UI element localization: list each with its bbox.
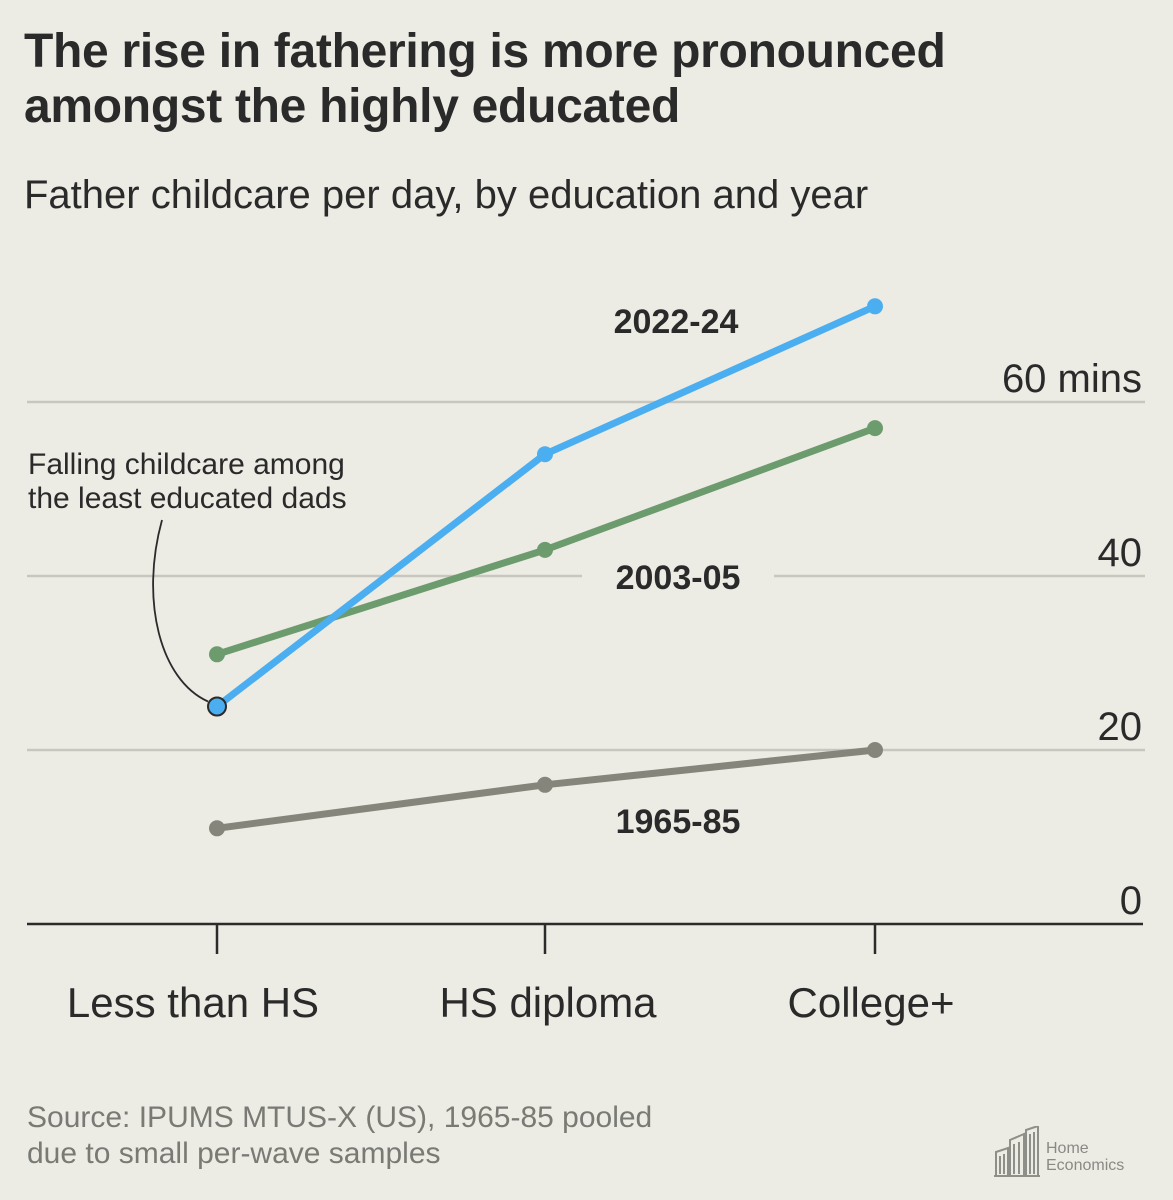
data-point — [537, 541, 553, 558]
building-logo-icon — [994, 1126, 1040, 1177]
x-tick-label: HS diploma — [439, 979, 657, 1026]
x-axis — [27, 922, 1143, 954]
data-point — [537, 446, 553, 463]
data-point — [537, 776, 553, 793]
annotation-text: Falling childcare among — [28, 448, 345, 481]
logo-line-1: Home — [1046, 1140, 1089, 1157]
data-point — [867, 420, 883, 437]
series-label: 2022-24 — [614, 303, 739, 341]
source-line-1: Source: IPUMS MTUS-X (US), 1965-85 poole… — [27, 1101, 653, 1134]
data-point — [209, 820, 225, 837]
data-point — [209, 646, 225, 663]
logo-wordmark: Home Economics — [1046, 1140, 1124, 1174]
y-tick-label: 60 mins — [1002, 357, 1142, 401]
source-line-2: due to small per-wave samples — [27, 1137, 441, 1170]
series-label: 1965-85 — [616, 803, 741, 841]
x-tick-label: College+ — [788, 979, 955, 1026]
data-point — [207, 696, 227, 717]
series-label: 2003-05 — [616, 559, 741, 597]
labels: 0 20 40 60 mins Less than HS HS diploma Colleg… — [67, 303, 1142, 1026]
y-tick-label: 0 — [1120, 879, 1142, 923]
data-point — [867, 742, 883, 758]
series-lines — [207, 298, 883, 837]
logo-line-2: Economics — [1046, 1157, 1125, 1174]
x-tick-label: Less than HS — [67, 979, 319, 1026]
chart-title: The rise in fathering is more pronounced… — [24, 25, 946, 133]
home-economics-logo: Home Economics — [994, 1126, 1154, 1178]
series-label-knockout — [582, 557, 774, 601]
source-note: Source: IPUMS MTUS-X (US), 1965-85 poole… — [27, 1100, 827, 1172]
data-point — [867, 298, 883, 315]
chart-subtitle: Father childcare per day, by education a… — [24, 173, 869, 217]
annotation-connector — [152, 519, 209, 703]
y-tick-label: 20 — [1098, 705, 1143, 749]
annotation-text: the least educated dads — [28, 482, 347, 515]
y-tick-label: 40 — [1098, 531, 1143, 575]
